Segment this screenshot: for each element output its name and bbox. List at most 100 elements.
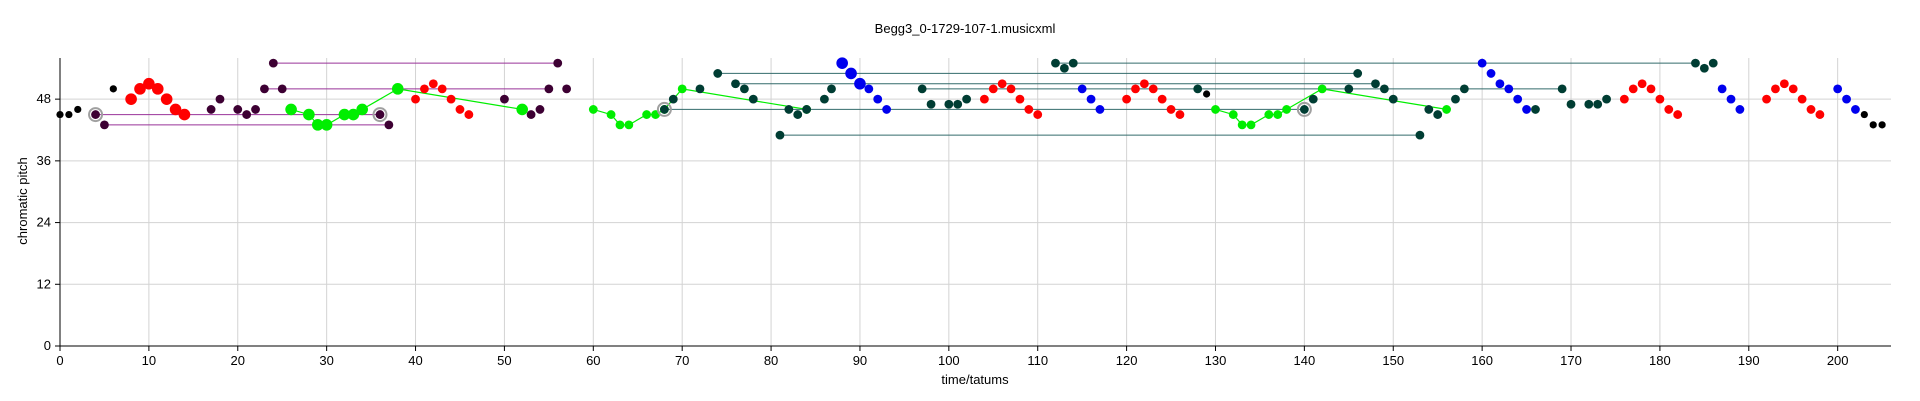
teal-data-point (731, 79, 740, 89)
red-data-point (1637, 79, 1647, 89)
teal-data-point (917, 84, 927, 94)
teal-data-point (1566, 99, 1576, 109)
teal-data-point (1379, 84, 1389, 94)
purple-data-point (535, 105, 545, 114)
green-series-path (290, 88, 1447, 126)
green-data-point (1273, 110, 1283, 119)
red-data-point (411, 94, 420, 104)
blue-data-point-large (854, 77, 866, 90)
green-data-point (1264, 110, 1274, 119)
x-tick-label: 40 (408, 353, 422, 368)
red-data-point-large (151, 83, 164, 95)
teal-data-point (784, 105, 794, 114)
teal-data-point (1415, 130, 1425, 140)
red-data-point (1779, 79, 1789, 89)
blue-data-point (1095, 105, 1105, 114)
red-data-point (1664, 105, 1674, 114)
teal-data-point (1193, 84, 1203, 94)
teal-data-point (802, 105, 812, 114)
black-data-point (1202, 90, 1211, 98)
x-tick-label: 20 (231, 353, 245, 368)
teal-data-point (962, 94, 972, 104)
blue-data-point (1851, 105, 1860, 114)
red-data-point (446, 94, 456, 104)
teal-data-point (944, 99, 954, 109)
green-data-point (624, 120, 634, 130)
teal-data-point (1388, 94, 1398, 104)
red-data-point (988, 84, 998, 94)
purple-data-point (215, 94, 225, 104)
y-tick-label: 36 (37, 153, 51, 168)
grid (59, 58, 1891, 347)
green-data-point (1317, 84, 1327, 94)
teal-data-point (1051, 58, 1060, 68)
blue-data-point (1842, 94, 1851, 104)
blue-data-point (1735, 105, 1745, 114)
x-tick-label: 180 (1649, 353, 1671, 368)
teal-data-point (793, 110, 803, 119)
red-data-point (1673, 110, 1683, 119)
red-data-point (1806, 105, 1816, 114)
red-data-point (1628, 84, 1638, 94)
teal-data-point (1299, 105, 1309, 114)
blue-data-point (1513, 94, 1523, 104)
x-tick-label: 190 (1738, 353, 1760, 368)
black-data-point (1869, 121, 1877, 129)
teal-data-point (1531, 105, 1540, 114)
green-data-point (588, 105, 598, 114)
red-data-point (1175, 110, 1185, 119)
blue-data-point (1086, 94, 1096, 104)
y-tick-label: 12 (37, 276, 51, 291)
red-data-point (1166, 105, 1176, 114)
green-data-point-large (338, 108, 351, 121)
purple-data-point (233, 105, 243, 114)
green-data-point (615, 120, 625, 130)
red-data-point (1122, 94, 1132, 104)
red-data-point (1148, 84, 1158, 94)
black-data-point (1860, 110, 1868, 119)
teal-data-point (1353, 69, 1363, 78)
red-data-point (437, 84, 447, 94)
red-data-point-large (169, 103, 182, 116)
y-tick-label: 0 (44, 338, 51, 353)
teal-data-point (1691, 58, 1700, 68)
x-tick-label: 10 (142, 353, 156, 368)
blue-data-point (1833, 84, 1843, 94)
green-data-point (642, 110, 652, 119)
x-tick-label: 170 (1560, 353, 1582, 368)
green-data-point (606, 110, 616, 119)
data-points (56, 57, 1886, 140)
teal-data-point (827, 84, 836, 94)
teal-data-point (819, 94, 829, 104)
teal-data-point (926, 99, 936, 109)
x-tick-label: 50 (497, 353, 511, 368)
red-data-point (1015, 94, 1025, 104)
red-data-point-large (178, 108, 191, 121)
purple-data-point (91, 110, 100, 119)
green-data-point-large (285, 103, 297, 116)
red-data-point (428, 79, 438, 89)
teal-ring-marker (1296, 101, 1312, 117)
teal-data-point (1602, 94, 1611, 104)
blue-data-point (1726, 94, 1736, 104)
x-tick-label: 90 (853, 353, 867, 368)
x-tick-label: 70 (675, 353, 689, 368)
x-tick-label: 140 (1294, 353, 1316, 368)
red-data-point (464, 110, 474, 119)
red-data-point (997, 79, 1007, 89)
purple-data-point (268, 58, 278, 68)
teal-data-point (668, 94, 678, 104)
green-data-point-large (311, 119, 324, 131)
purple-data-point (251, 105, 260, 114)
y-axis-ticks: 0 12 24 36 48 (37, 91, 60, 353)
red-data-point (1655, 94, 1665, 104)
red-data-point (1762, 94, 1771, 104)
black-data-point (65, 110, 73, 119)
purple-data-point (260, 84, 269, 94)
red-data-point (1788, 84, 1798, 94)
x-axis-ticks: 0 10 20 30 40 50 60 70 80 90 100 110 120 130 140 150 160… (56, 346, 1849, 368)
blue-data-point (1522, 105, 1531, 114)
purple-data-point (544, 84, 554, 94)
blue-data-point-large (845, 67, 857, 80)
green-data-point (1228, 110, 1238, 119)
